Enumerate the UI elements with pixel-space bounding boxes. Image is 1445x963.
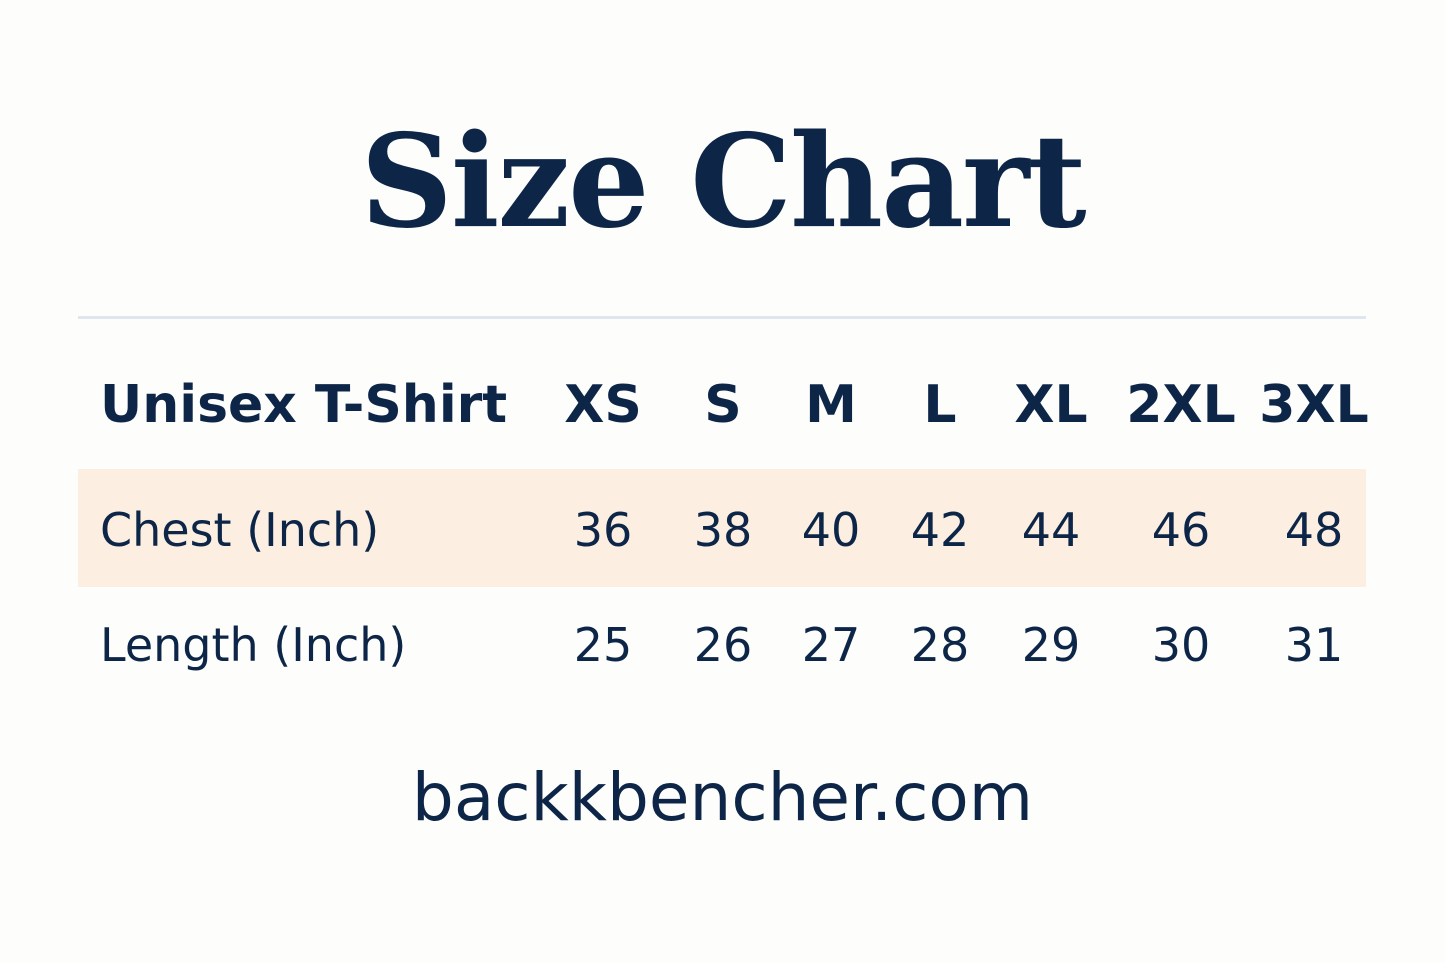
table-cell: 40 (801, 503, 861, 557)
row-label: Chest (Inch) (100, 503, 380, 557)
divider (78, 316, 1366, 319)
table-header-row: Unisex T-Shirt XS S M L XL 2XL 3XL (0, 375, 1445, 435)
table-row-chest: Chest (Inch) 36 38 40 42 44 46 48 (0, 500, 1445, 560)
header-label: Unisex T-Shirt (100, 375, 508, 435)
table-cell: 38 (693, 503, 753, 557)
table-cell: 46 (1151, 503, 1211, 557)
table-row-length: Length (Inch) 25 26 27 28 29 30 31 (0, 615, 1445, 675)
size-header: 3XL (1259, 375, 1369, 435)
table-cell: 27 (801, 618, 861, 672)
size-header: S (704, 375, 742, 435)
table-cell: 30 (1151, 618, 1211, 672)
table-cell: 28 (910, 618, 970, 672)
size-header: XL (1014, 375, 1088, 435)
table-cell: 44 (1021, 503, 1081, 557)
table-cell: 26 (693, 618, 753, 672)
table-cell: 42 (910, 503, 970, 557)
size-header: 2XL (1126, 375, 1236, 435)
size-header: M (805, 375, 857, 435)
page-title: Size Chart (360, 107, 1086, 257)
size-header: XS (564, 375, 642, 435)
table-cell: 48 (1284, 503, 1344, 557)
size-header: L (923, 375, 957, 435)
highlight-row-background (78, 469, 1366, 587)
table-cell: 36 (573, 503, 633, 557)
row-label: Length (Inch) (100, 618, 407, 672)
table-cell: 29 (1021, 618, 1081, 672)
website-footer: backkbencher.com (411, 759, 1034, 836)
table-cell: 25 (573, 618, 633, 672)
table-cell: 31 (1284, 618, 1344, 672)
